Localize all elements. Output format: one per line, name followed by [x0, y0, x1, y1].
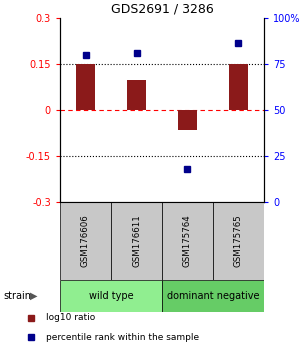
Text: ▶: ▶ — [30, 291, 38, 301]
Text: GSM176606: GSM176606 — [81, 214, 90, 267]
Text: dominant negative: dominant negative — [167, 291, 259, 301]
Text: GSM175765: GSM175765 — [234, 214, 243, 267]
Bar — [60, 202, 111, 280]
Text: log10 ratio: log10 ratio — [46, 313, 96, 322]
Bar — [76, 64, 95, 110]
Bar — [111, 202, 162, 280]
Text: strain: strain — [3, 291, 31, 301]
Text: wild type: wild type — [89, 291, 133, 301]
Bar — [162, 280, 264, 312]
Bar — [213, 202, 264, 280]
Bar — [178, 110, 197, 130]
Bar — [162, 202, 213, 280]
Text: percentile rank within the sample: percentile rank within the sample — [46, 332, 200, 342]
Bar — [60, 280, 162, 312]
Bar — [127, 80, 146, 110]
Text: GSM175764: GSM175764 — [183, 214, 192, 267]
Bar — [229, 64, 248, 110]
Title: GDS2691 / 3286: GDS2691 / 3286 — [111, 2, 213, 15]
Text: GSM176611: GSM176611 — [132, 214, 141, 267]
